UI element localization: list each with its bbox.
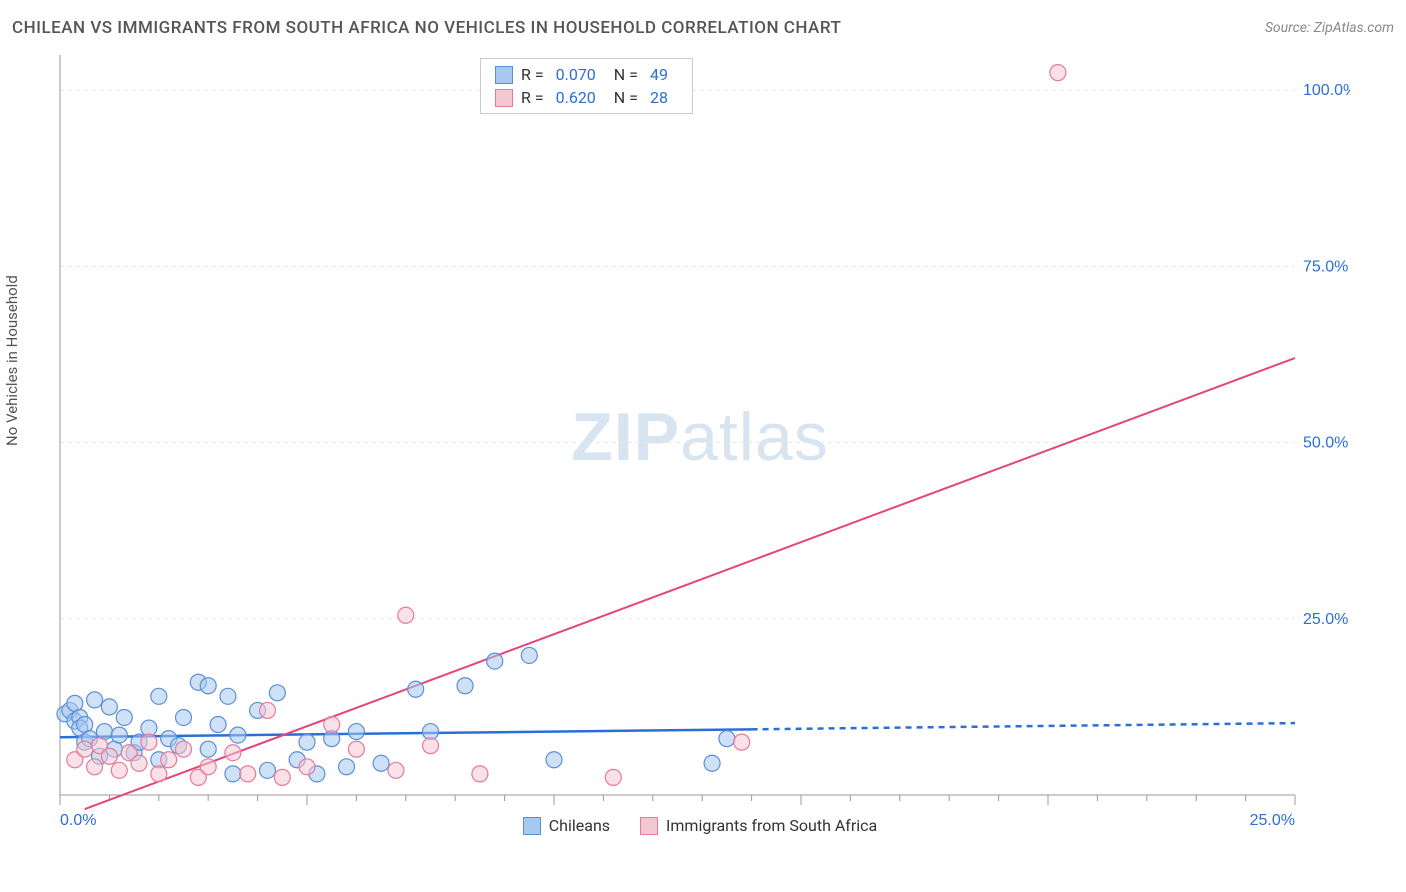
legend-n-value: 49 (650, 65, 668, 84)
svg-text:50.0%: 50.0% (1303, 435, 1348, 452)
source-prefix: Source: (1265, 20, 1314, 36)
svg-text:75.0%: 75.0% (1303, 258, 1348, 275)
legend-swatch (495, 66, 513, 84)
legend-series-item: Chileans (523, 816, 610, 835)
legend-swatch (495, 89, 513, 107)
legend-swatch (523, 817, 541, 835)
legend-series-item: Immigrants from South Africa (640, 816, 877, 835)
legend-r-value: 0.070 (556, 65, 596, 84)
legend-n-value: 28 (650, 88, 668, 107)
chart-title: CHILEAN VS IMMIGRANTS FROM SOUTH AFRICA … (12, 18, 841, 38)
legend-series-label: Chileans (549, 816, 610, 835)
legend-series: Chileans Immigrants from South Africa (50, 816, 1350, 835)
y-axis-label: No Vehicles in Household (3, 275, 21, 446)
svg-text:25.0%: 25.0% (1303, 611, 1348, 628)
legend-stat-row: R = 0.070 N = 49 (495, 63, 678, 86)
legend-r-label: R = (521, 65, 544, 84)
legend-n-label: N = (614, 88, 638, 107)
svg-text:100.0%: 100.0% (1303, 82, 1350, 99)
plot-area: ZIPatlas 25.0%50.0%75.0%100.0%0.0%25.0% … (50, 55, 1350, 835)
legend-n-label: N = (614, 65, 638, 84)
legend-series-label: Immigrants from South Africa (666, 816, 877, 835)
legend-r-value: 0.620 (556, 88, 596, 107)
source-attribution: Source: ZipAtlas.com (1265, 20, 1394, 36)
legend-stats-box: R = 0.070 N = 49 R = 0.620 N = 28 (480, 58, 693, 114)
legend-swatch (640, 817, 658, 835)
legend-stat-row: R = 0.620 N = 28 (495, 86, 678, 109)
legend-r-label: R = (521, 88, 544, 107)
source-name: ZipAtlas.com (1314, 20, 1394, 36)
scatter-plot-svg: 25.0%50.0%75.0%100.0%0.0%25.0% (50, 55, 1350, 835)
